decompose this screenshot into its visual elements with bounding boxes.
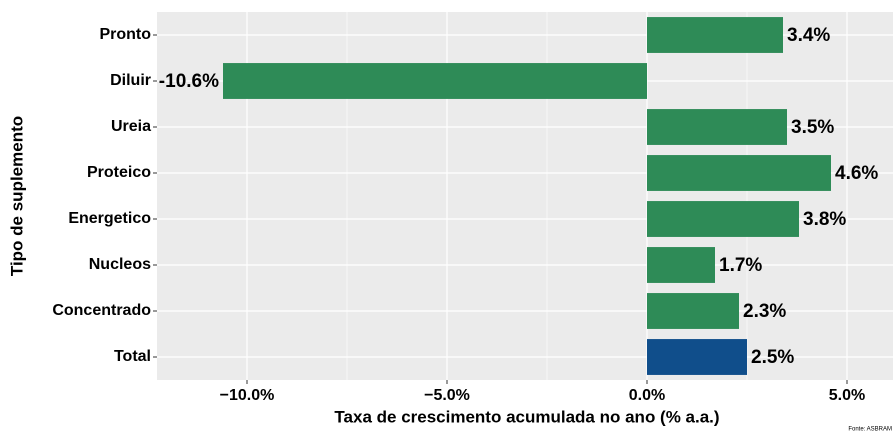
marks: 3.4% -10.6% 3.5% 4.6% 3.8% 1.7% 2.3% 2.5% bbox=[159, 17, 878, 375]
y-tick-label: Ureia bbox=[111, 118, 151, 135]
value-label: 4.6% bbox=[835, 163, 878, 184]
value-label: 1.7% bbox=[719, 255, 762, 276]
bar bbox=[223, 63, 647, 99]
y-axis-label: Tipo de suplemento bbox=[7, 116, 26, 276]
y-tick-label: Energetico bbox=[68, 210, 151, 227]
bar bbox=[647, 339, 747, 375]
y-tick-label: Nucleos bbox=[89, 256, 151, 273]
bar bbox=[647, 201, 799, 237]
x-axis-label: Taxa de crescimento acumulada no ano (% … bbox=[334, 407, 719, 426]
bar bbox=[647, 293, 739, 329]
value-label: 3.5% bbox=[791, 117, 834, 138]
bar bbox=[647, 155, 831, 191]
x-tick-label: 0.0% bbox=[629, 387, 665, 404]
y-tick-label: Total bbox=[114, 348, 151, 365]
value-label: -10.6% bbox=[159, 71, 219, 92]
x-tick-label: −10.0% bbox=[220, 387, 275, 404]
value-label: 2.5% bbox=[751, 347, 794, 368]
y-tick-label: Diluir bbox=[110, 72, 151, 89]
value-label: 3.4% bbox=[787, 25, 830, 46]
value-label: 3.8% bbox=[803, 209, 846, 230]
value-label: 2.3% bbox=[743, 301, 786, 322]
y-tick-label: Concentrado bbox=[52, 302, 151, 319]
bar bbox=[647, 17, 783, 53]
y-tick-label: Proteico bbox=[87, 164, 151, 181]
caption: Fonte: ASBRAM bbox=[848, 427, 892, 433]
x-tick-label: −5.0% bbox=[424, 387, 470, 404]
bar bbox=[647, 247, 715, 283]
x-tick-label: 5.0% bbox=[829, 387, 865, 404]
bar bbox=[647, 109, 787, 145]
y-tick-label: Pronto bbox=[99, 26, 151, 43]
axes: −10.0% −5.0% 0.0% 5.0% Pronto Diluir Ureia Prot… bbox=[52, 26, 865, 404]
